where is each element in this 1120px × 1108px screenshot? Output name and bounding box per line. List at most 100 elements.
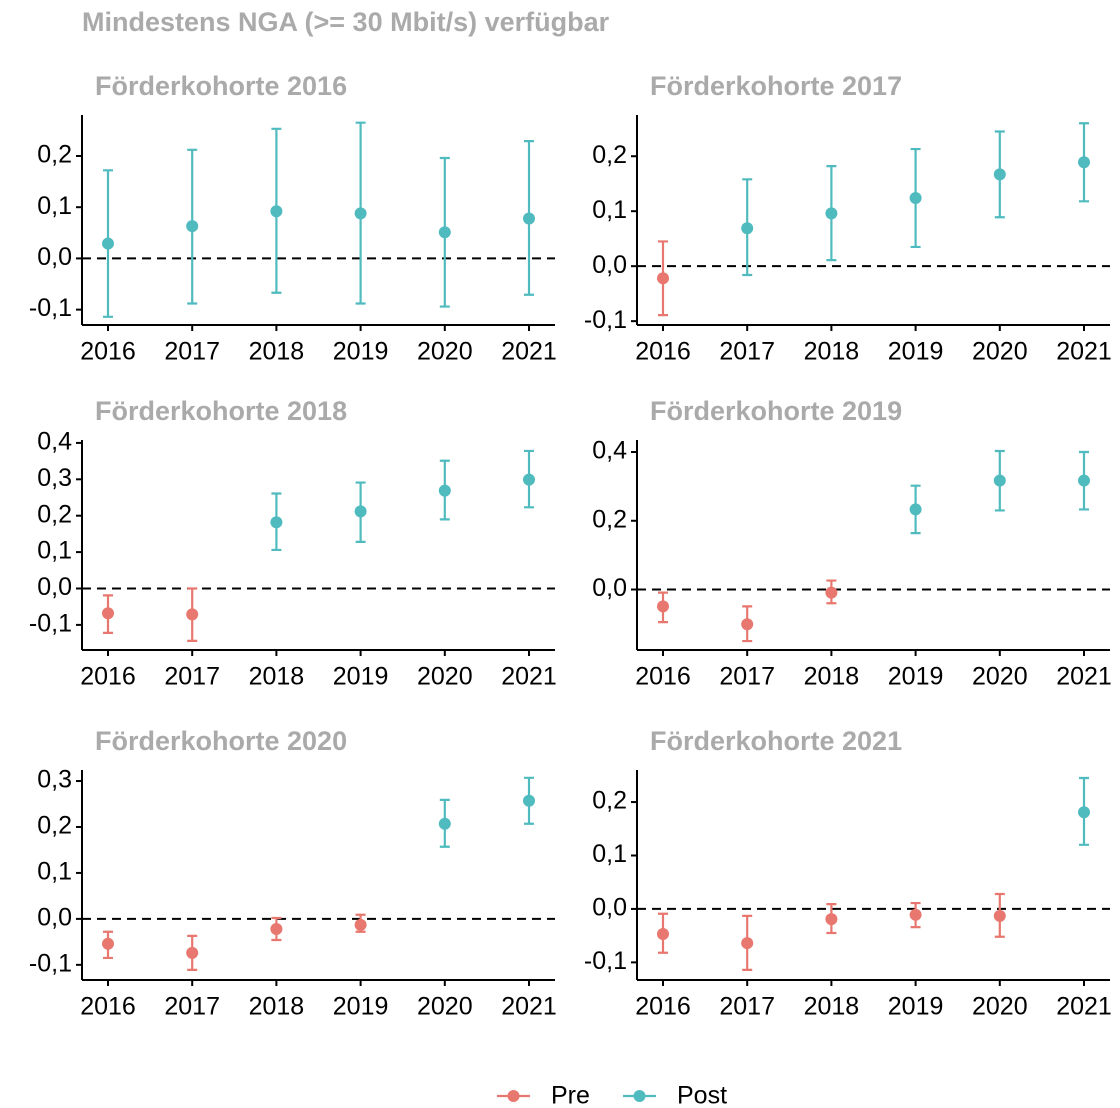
figure-title: Mindestens NGA (>= 30 Mbit/s) verfügbar (82, 7, 610, 37)
y-tick-label: 0,3 (37, 766, 72, 794)
y-tick-label: 0,1 (37, 858, 72, 886)
point (909, 192, 922, 205)
point (102, 937, 114, 950)
legend-marker (507, 1090, 520, 1102)
x-tick-label: 2017 (164, 663, 220, 691)
x-tick-label: 2018 (249, 993, 305, 1021)
panel-title: Förderkohorte 2017 (650, 71, 902, 101)
point (909, 503, 922, 516)
point (102, 237, 114, 250)
x-tick-label: 2020 (972, 338, 1028, 366)
y-tick-label: 0,0 (37, 903, 72, 931)
y-tick-label: 0,2 (592, 505, 627, 533)
x-tick-label: 2016 (80, 993, 136, 1021)
x-tick-label: 2019 (888, 993, 944, 1021)
x-tick-label: 2020 (417, 338, 473, 366)
x-tick-label: 2020 (972, 993, 1028, 1021)
point (186, 608, 199, 621)
x-tick-label: 2020 (417, 993, 473, 1021)
panel-title: Förderkohorte 2018 (95, 396, 347, 426)
y-tick-label: 0,1 (37, 537, 72, 565)
y-tick-label: 0,1 (37, 192, 72, 220)
x-tick-label: 2016 (635, 663, 691, 691)
x-tick-label: 2016 (80, 663, 136, 691)
x-tick-label: 2019 (333, 663, 389, 691)
y-tick-label: 0,0 (592, 574, 627, 602)
point (1078, 474, 1090, 487)
y-tick-label: -0,1 (584, 306, 627, 334)
x-tick-label: 2020 (972, 663, 1028, 691)
x-tick-label: 2019 (333, 338, 389, 366)
point (657, 600, 669, 613)
y-tick-label: 0,2 (592, 787, 627, 815)
x-tick-label: 2019 (333, 993, 389, 1021)
x-tick-label: 2021 (1056, 993, 1112, 1021)
point (354, 207, 367, 220)
x-tick-label: 2016 (635, 338, 691, 366)
x-tick-label: 2021 (501, 663, 557, 691)
x-tick-label: 2021 (501, 338, 557, 366)
point (993, 474, 1006, 487)
y-tick-label: -0,1 (29, 294, 72, 322)
point (825, 913, 838, 926)
y-tick-label: 0,3 (37, 464, 72, 492)
x-tick-label: 2016 (80, 338, 136, 366)
y-tick-label: 0,0 (592, 894, 627, 922)
point (523, 473, 535, 486)
y-tick-label: 0,2 (37, 500, 72, 528)
x-tick-label: 2021 (1056, 663, 1112, 691)
point (186, 220, 199, 233)
panel-title: Förderkohorte 2016 (95, 71, 347, 101)
point (270, 516, 283, 529)
x-tick-label: 2018 (804, 993, 860, 1021)
point (186, 946, 199, 959)
x-tick-label: 2017 (719, 663, 775, 691)
point (438, 817, 451, 830)
x-tick-label: 2017 (719, 993, 775, 1021)
x-tick-label: 2019 (888, 663, 944, 691)
x-tick-label: 2017 (719, 338, 775, 366)
y-tick-label: 0,1 (592, 840, 627, 868)
point (438, 226, 451, 239)
point (354, 505, 367, 518)
panel-title: Förderkohorte 2019 (650, 396, 902, 426)
y-tick-label: -0,1 (29, 609, 72, 637)
point (825, 586, 838, 599)
x-tick-label: 2018 (804, 663, 860, 691)
point (1078, 156, 1090, 169)
legend-marker (633, 1090, 646, 1102)
x-tick-label: 2021 (501, 993, 557, 1021)
point (825, 207, 838, 220)
x-tick-label: 2018 (249, 338, 305, 366)
panel-title: Förderkohorte 2021 (650, 726, 902, 756)
x-tick-label: 2017 (164, 338, 220, 366)
point (657, 928, 669, 941)
point (741, 618, 754, 631)
x-tick-label: 2018 (249, 663, 305, 691)
point (993, 168, 1006, 181)
y-tick-label: 0,1 (592, 196, 627, 224)
legend-label: Post (677, 1082, 727, 1108)
point (523, 794, 535, 807)
x-tick-label: 2016 (635, 993, 691, 1021)
x-tick-label: 2018 (804, 338, 860, 366)
point (741, 937, 754, 950)
y-tick-label: -0,1 (29, 949, 72, 977)
point (657, 272, 669, 285)
point (102, 607, 114, 620)
point (741, 222, 754, 235)
x-tick-label: 2020 (417, 663, 473, 691)
x-tick-label: 2017 (164, 993, 220, 1021)
point (438, 484, 451, 497)
legend-label: Pre (551, 1082, 590, 1108)
y-tick-label: -0,1 (584, 947, 627, 975)
point (993, 909, 1006, 922)
y-tick-label: 0,4 (37, 428, 72, 456)
point (909, 908, 922, 921)
point (354, 918, 367, 931)
y-tick-label: 0,0 (592, 251, 627, 279)
y-tick-label: 0,4 (592, 437, 627, 465)
point (270, 922, 283, 935)
y-tick-label: 0,2 (37, 141, 72, 169)
y-tick-label: 0,0 (37, 573, 72, 601)
